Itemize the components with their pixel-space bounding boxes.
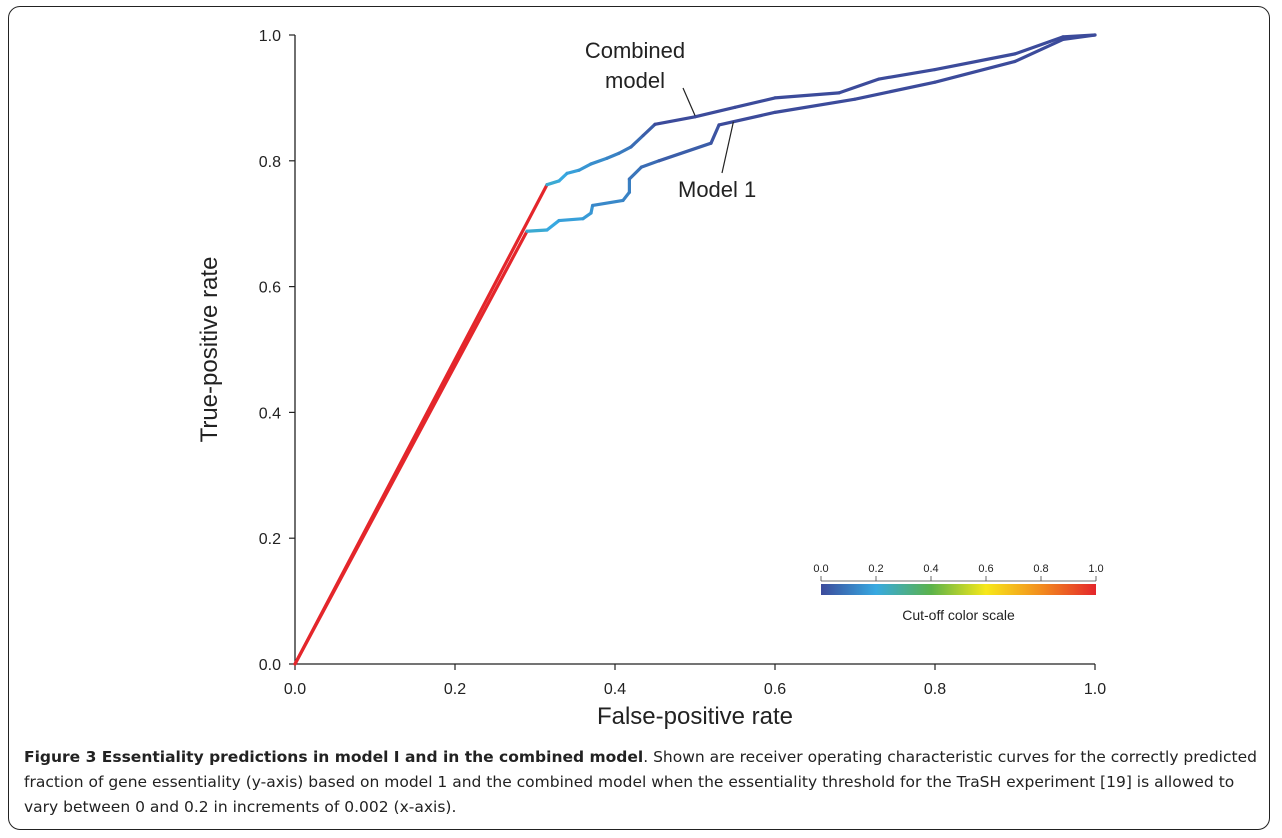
curve-segment — [577, 162, 593, 172]
curve-segment — [709, 123, 721, 145]
curve-segment — [717, 110, 777, 127]
curve-segment — [525, 228, 549, 233]
caption-title: Figure 3 Essentiality predictions in mod… — [24, 748, 644, 766]
annotation-model-1: Model 1 — [678, 177, 756, 202]
series-combined-model — [293, 33, 1097, 666]
x-tick-label: 0.6 — [764, 681, 786, 698]
x-axis-label: False-positive rate — [597, 703, 793, 730]
curve-segment — [589, 156, 609, 166]
curve-segment — [617, 145, 633, 155]
colorbar-tick-label: 1.0 — [1088, 563, 1103, 575]
curve-segment — [853, 80, 937, 101]
curve-segment — [933, 59, 1017, 84]
x-tick-label: 0.2 — [444, 681, 466, 698]
curve-segment — [773, 97, 857, 114]
y-tick-label: 0.8 — [259, 154, 281, 171]
chart-axes: 0.0 0.2 0.4 0.6 0.8 1.0 0.0 0.2 0.4 0.6 0.8 1.0 Fals… — [196, 28, 1106, 730]
curve-segment — [933, 52, 1017, 72]
curve-segment — [837, 77, 881, 95]
y-tick-label: 0.2 — [259, 531, 281, 548]
curve-segment — [545, 218, 561, 232]
curve-segment — [657, 141, 713, 163]
curve-segment — [773, 91, 841, 100]
chart-annotations: Combined model Model 1 — [585, 38, 756, 202]
curve-segment — [693, 105, 737, 119]
colorbar-tick-label: 0.6 — [978, 563, 993, 575]
y-axis-label: True-positive rate — [196, 257, 223, 443]
roc-chart: 0.0 0.2 0.4 0.6 0.8 1.0 0.0 0.2 0.4 0.6 0.8 1.0 Fals… — [196, 28, 1106, 730]
curve-segment — [1013, 37, 1065, 64]
colorbar-tick-label: 0.4 — [923, 563, 938, 575]
curve-segment — [293, 229, 529, 666]
curve-segment — [545, 179, 561, 187]
curve-segment — [653, 115, 697, 126]
colorbar-tick-label: 0.8 — [1033, 563, 1048, 575]
y-tick-label: 0.4 — [259, 405, 281, 422]
curve-segment — [877, 67, 937, 81]
colorbar-tick-label: 0.0 — [813, 563, 828, 575]
annotation-leader-combined — [682, 87, 696, 116]
chart-series — [293, 33, 1097, 666]
annotation-leader-model1 — [721, 121, 734, 174]
y-tick-label: 0.0 — [259, 657, 281, 674]
y-tick-label: 1.0 — [259, 28, 281, 45]
caption-body: . Shown are receiver operating character… — [24, 748, 1257, 816]
x-tick-label: 0.4 — [604, 681, 626, 698]
figure-frame — [8, 6, 1270, 830]
curve-segment — [557, 217, 585, 223]
annotation-combined-model: Combined — [585, 38, 685, 63]
curve-segment — [629, 134, 645, 149]
x-tick-label: 0.8 — [924, 681, 946, 698]
series-model-1 — [293, 33, 1097, 666]
curve-segment — [733, 96, 777, 109]
curve-segment — [641, 122, 657, 138]
curve-segment — [621, 190, 632, 203]
figure-caption: Figure 3 Essentiality predictions in mod… — [24, 745, 1264, 820]
curve-segment — [1013, 35, 1065, 56]
curve-segment — [557, 171, 569, 183]
colorbar-gradient — [821, 584, 1096, 595]
curve-segment — [1061, 33, 1097, 42]
annotation-combined-model: model — [605, 68, 665, 93]
x-tick-label: 1.0 — [1084, 681, 1106, 698]
x-tick-label: 0.0 — [284, 681, 306, 698]
curve-segment — [565, 168, 581, 175]
colorbar: 0.0 0.2 0.4 0.6 0.8 1.0 Cut-off color scale — [813, 563, 1103, 623]
curve-segment — [605, 151, 621, 160]
colorbar-title: Cut-off color scale — [902, 607, 1015, 623]
curve-segment — [639, 159, 661, 169]
curve-segment — [627, 165, 644, 181]
y-tick-label: 0.6 — [259, 280, 281, 297]
colorbar-tick-label: 0.2 — [868, 563, 883, 575]
curve-segment — [581, 211, 593, 221]
curve-segment — [590, 198, 625, 208]
